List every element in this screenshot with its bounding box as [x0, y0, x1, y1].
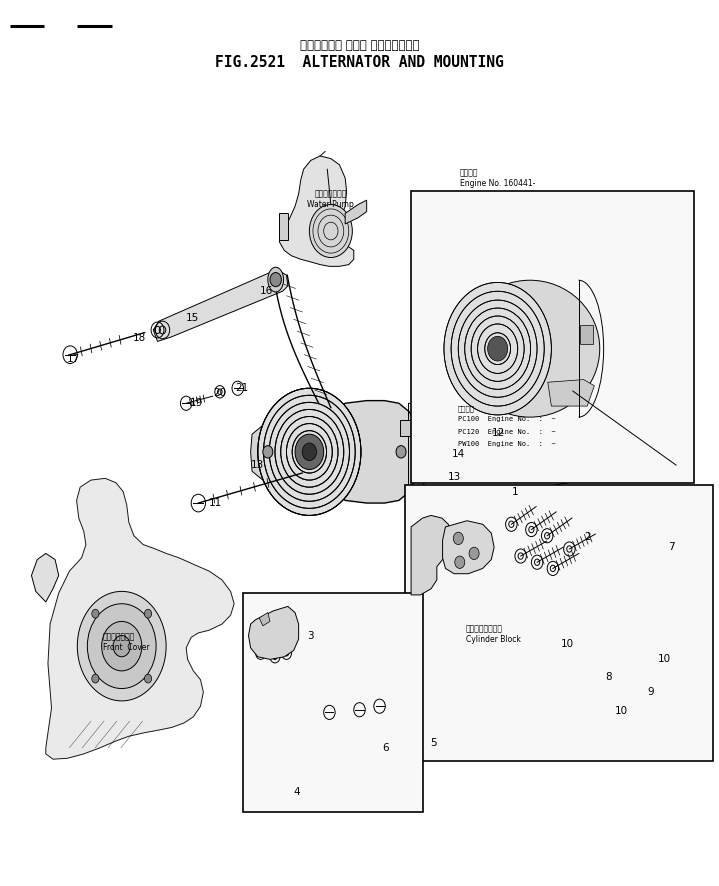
Polygon shape	[249, 606, 298, 659]
Circle shape	[302, 443, 316, 461]
Text: 10: 10	[614, 705, 628, 716]
Text: FIG.2521  ALTERNATOR AND MOUNTING: FIG.2521 ALTERNATOR AND MOUNTING	[215, 55, 504, 70]
Circle shape	[453, 532, 463, 545]
Text: 6: 6	[383, 742, 389, 753]
Circle shape	[295, 434, 324, 470]
Bar	[400, 420, 414, 436]
Polygon shape	[279, 214, 288, 240]
Text: PW100  Engine No.  :  ~: PW100 Engine No. : ~	[457, 441, 555, 447]
Circle shape	[92, 674, 99, 683]
Text: Engine No. 160441-: Engine No. 160441-	[459, 179, 535, 188]
Text: Front  Cover: Front Cover	[103, 643, 150, 652]
Circle shape	[78, 591, 166, 701]
Circle shape	[309, 205, 352, 258]
Circle shape	[258, 388, 361, 516]
Text: 10: 10	[561, 640, 574, 649]
Bar	[411, 191, 694, 483]
Text: Water Pump: Water Pump	[308, 200, 354, 209]
Text: 14: 14	[452, 449, 465, 460]
Text: 8: 8	[605, 672, 612, 682]
Polygon shape	[443, 521, 494, 574]
Circle shape	[263, 446, 273, 458]
Circle shape	[454, 556, 464, 569]
Circle shape	[444, 283, 551, 415]
Text: Cylinder Block: Cylinder Block	[465, 634, 521, 643]
Text: 11: 11	[209, 498, 222, 508]
Text: 16: 16	[260, 286, 273, 296]
Circle shape	[270, 273, 281, 287]
Text: 7: 7	[669, 542, 675, 552]
Text: 19: 19	[190, 398, 203, 408]
Circle shape	[145, 674, 152, 683]
Text: 20: 20	[214, 388, 226, 398]
Text: 15: 15	[186, 313, 199, 323]
Polygon shape	[260, 612, 270, 626]
Text: 13: 13	[251, 460, 265, 470]
Circle shape	[396, 446, 406, 458]
Text: PC120  Engine No.  :  ~: PC120 Engine No. : ~	[457, 429, 555, 434]
Polygon shape	[411, 516, 452, 595]
Polygon shape	[329, 400, 417, 503]
Text: 2: 2	[584, 532, 590, 541]
Circle shape	[113, 635, 130, 657]
Polygon shape	[153, 271, 288, 341]
Text: 1: 1	[512, 486, 518, 496]
Polygon shape	[279, 156, 354, 267]
Text: ウォータポンプ: ウォータポンプ	[315, 190, 347, 198]
Text: 5: 5	[430, 738, 436, 749]
Circle shape	[92, 610, 99, 618]
Circle shape	[101, 621, 142, 671]
Text: 適用号機: 適用号機	[459, 168, 478, 177]
Text: 13: 13	[447, 472, 461, 483]
Circle shape	[487, 337, 508, 361]
Text: 4: 4	[293, 787, 300, 797]
Polygon shape	[345, 200, 367, 224]
Text: 3: 3	[308, 631, 314, 641]
Polygon shape	[46, 478, 234, 759]
Text: 10: 10	[657, 654, 670, 664]
Bar	[580, 325, 593, 345]
Text: フロントカバー: フロントカバー	[103, 633, 135, 641]
Bar	[406, 486, 713, 761]
Text: PC100  Engine No.  :  ~: PC100 Engine No. : ~	[457, 416, 555, 422]
Text: シリンダブロック: シリンダブロック	[465, 624, 503, 633]
Text: オルタネータ および マウンティング: オルタネータ および マウンティング	[300, 39, 419, 52]
Ellipse shape	[267, 268, 283, 292]
Text: 18: 18	[133, 333, 146, 343]
Polygon shape	[548, 379, 595, 406]
Polygon shape	[32, 554, 59, 602]
Bar	[243, 593, 423, 812]
Text: 12: 12	[492, 428, 505, 439]
Circle shape	[469, 548, 479, 560]
Ellipse shape	[460, 280, 600, 417]
Text: 17: 17	[66, 354, 80, 364]
Text: 9: 9	[647, 687, 654, 697]
Text: 21: 21	[235, 384, 249, 393]
Text: 適用号機: 適用号機	[457, 405, 475, 412]
Circle shape	[87, 603, 156, 688]
Polygon shape	[251, 425, 413, 480]
Circle shape	[145, 610, 152, 618]
